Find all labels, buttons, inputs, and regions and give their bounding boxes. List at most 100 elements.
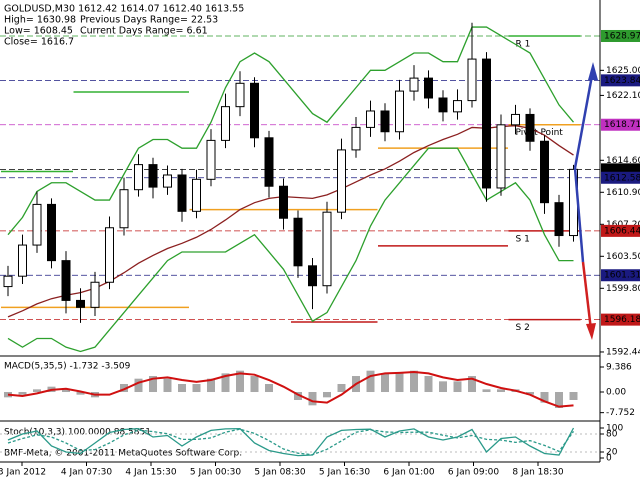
candle-body	[366, 110, 375, 128]
level-label: 1623.84	[604, 76, 640, 86]
y-tick-label: 1610.90	[606, 188, 640, 198]
macd-bar	[250, 376, 259, 393]
macd-bar	[76, 392, 85, 395]
candle-body	[76, 299, 85, 308]
candle-body	[47, 203, 56, 262]
x-tick-label: 6 Jan 01:00	[383, 468, 435, 478]
macd-bar	[120, 384, 128, 393]
candle-body	[61, 260, 71, 301]
macd-bar	[62, 389, 70, 393]
macd-bar	[555, 392, 563, 408]
level-box	[601, 171, 640, 184]
header: GOLDUSD,M30 1612.42 1614.07 1612.40 1613…	[4, 4, 244, 15]
x-tick-label: 5 Jan 00:30	[190, 468, 242, 478]
overlay-line	[7, 26, 574, 236]
candle-body	[467, 58, 477, 102]
candle-body	[424, 77, 433, 99]
y-tick-label: 1592.44	[606, 347, 640, 357]
level-label: 1612.58	[604, 173, 640, 183]
level-box	[601, 269, 640, 282]
candle-body	[482, 58, 491, 189]
macd-bar	[178, 384, 186, 393]
candle-body	[380, 110, 390, 133]
macd-bar	[526, 392, 534, 395]
level-box	[601, 29, 640, 42]
y-tick-label: 100	[606, 424, 623, 434]
header: Low= 1608.45	[4, 26, 73, 37]
arrow-up	[573, 69, 595, 169]
candle-body	[540, 140, 549, 204]
level-label: 1613.55	[604, 165, 640, 175]
macd-bar	[482, 389, 491, 393]
y-tick-label: 1625.00	[606, 66, 640, 76]
candle-body	[525, 113, 535, 142]
macd-bar	[149, 376, 157, 393]
candle-body	[264, 137, 274, 187]
y-tick-label: 0	[606, 454, 612, 464]
y-tick-label: 1607.20	[606, 220, 640, 230]
forecast-arrows	[573, 62, 598, 340]
candle-body	[235, 82, 245, 108]
level-label: 1606.44	[604, 226, 640, 236]
candle-body	[322, 211, 332, 287]
y-tick-label: 80	[606, 430, 618, 440]
macd-bar	[540, 392, 549, 403]
macd-bar	[221, 373, 230, 393]
x-tick-label: 5 Jan 08:30	[254, 468, 306, 478]
stoch-main	[7, 427, 575, 457]
macd-bar	[366, 370, 375, 393]
candle-body	[308, 265, 317, 287]
candle-body	[18, 244, 27, 277]
x-tick-label: 8 Jan 18:30	[512, 468, 564, 478]
macd-bar	[337, 384, 346, 393]
macd-title: MACD(5,35,5) -1.732 -3.509	[4, 362, 131, 372]
y-tick-label: 20	[606, 448, 618, 458]
arrow-down-red	[581, 261, 593, 331]
stoch-title: Stoch(10,3,3) 100.0000 88.5851	[4, 428, 151, 438]
candle-body	[554, 202, 564, 237]
level-box	[601, 224, 640, 237]
macd-bar	[163, 378, 172, 393]
candle-body	[453, 100, 462, 113]
arrow-head	[588, 62, 598, 80]
candle-body	[148, 164, 158, 188]
macd-bar	[294, 392, 302, 400]
y-tick-label: 1622.10	[606, 91, 640, 101]
macd-bar	[33, 389, 41, 393]
x-tick-label: 5 Jan 16:30	[319, 468, 371, 478]
candle-body	[177, 174, 187, 212]
x-tick-label: 4 Jan 07:30	[61, 468, 113, 478]
level-label: 1596.18	[604, 315, 640, 325]
level-label: 1601.31	[604, 271, 640, 281]
macd-bar	[497, 389, 505, 393]
macd-bar	[381, 373, 389, 393]
pivot-label: S 2	[516, 323, 530, 333]
overlay-line	[7, 147, 574, 353]
macd-bar	[236, 370, 244, 393]
macd-bar	[265, 384, 273, 393]
candle-body	[511, 113, 520, 126]
candle-body	[221, 106, 230, 141]
y-tick-label: 0.00	[606, 388, 626, 398]
level-label: 1628.97	[604, 31, 640, 41]
macd-bar	[439, 381, 447, 393]
pivot-label: S 1	[516, 234, 530, 244]
x-tick-label: 6 Jan 09:00	[448, 468, 500, 478]
y-tick-label: -7.752	[606, 408, 635, 418]
pivot-label: R 1	[516, 39, 531, 49]
candle-body	[105, 227, 114, 283]
header: High= 1630.98	[4, 15, 76, 26]
macd-bar	[207, 378, 215, 393]
x-tick-label: 4 Jan 15:30	[125, 468, 177, 478]
macd-bar	[323, 392, 331, 398]
candle-body	[32, 203, 42, 246]
level-label: 1618.71	[604, 120, 640, 130]
macd-bar	[192, 384, 201, 393]
level-box	[601, 313, 640, 326]
candle-body	[119, 189, 129, 229]
candle-body	[293, 217, 303, 267]
watermark: BMF-Meta, © 2001-2011 MetaQuotes Softwar…	[4, 449, 242, 459]
y-tick-label: 9.386	[606, 363, 632, 373]
macd-bar	[569, 392, 578, 400]
